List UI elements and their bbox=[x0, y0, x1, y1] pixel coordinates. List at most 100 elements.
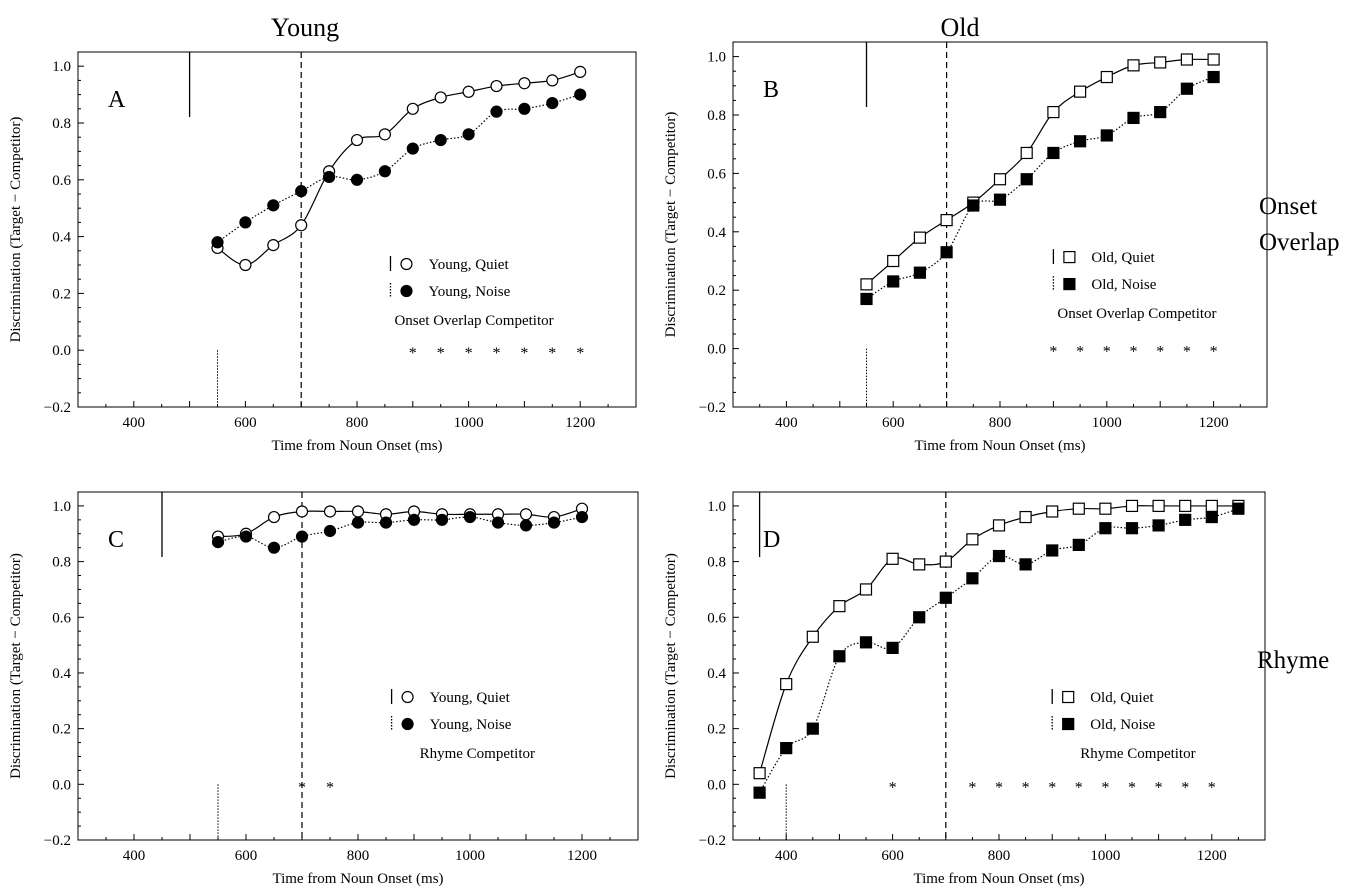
data-point bbox=[1100, 70, 1113, 84]
significance-star: * bbox=[1156, 344, 1164, 361]
legend-label: Young, Quiet bbox=[428, 257, 509, 273]
data-point bbox=[434, 91, 447, 104]
data-point bbox=[1047, 146, 1060, 160]
data-point bbox=[1100, 129, 1113, 142]
series-noise-points bbox=[860, 70, 1220, 306]
row-title-onset-overlap-line2: Overlap bbox=[1259, 229, 1340, 256]
significance-star: * bbox=[1183, 344, 1191, 361]
data-point bbox=[1073, 85, 1087, 98]
x-tick-label: 600 bbox=[882, 415, 905, 431]
data-point bbox=[239, 258, 252, 272]
row-title-onset-overlap-line1: Onset bbox=[1259, 193, 1317, 220]
significance-star: * bbox=[995, 779, 1003, 796]
data-point bbox=[323, 505, 337, 518]
y-tick-label: 0.0 bbox=[707, 342, 726, 358]
data-point bbox=[379, 516, 393, 529]
significance-star: * bbox=[1022, 779, 1030, 796]
x-tick-label: 1000 bbox=[454, 415, 484, 431]
y-tick-label: 0.4 bbox=[707, 666, 726, 682]
data-point bbox=[993, 173, 1007, 186]
data-point bbox=[350, 133, 364, 147]
series-noise-points bbox=[753, 502, 1245, 799]
data-point bbox=[323, 170, 336, 184]
significance-star: * bbox=[298, 779, 306, 796]
x-tick-label: 800 bbox=[989, 415, 1012, 431]
panel-b: 400 600 800 1000 1200 −0.2 0.0 0.2 0.4 0.6 0.8 1.0 T… bbox=[663, 41, 1268, 454]
series-noise-points bbox=[211, 510, 589, 554]
significance-star: * bbox=[520, 345, 528, 362]
panel-c: 400 600 800 1000 1200 −0.2 0.0 0.2 0.4 0.6 0.8 1.0 T… bbox=[8, 491, 639, 887]
legend-marker bbox=[1063, 277, 1076, 291]
y-tick-label: 0.2 bbox=[52, 286, 71, 302]
data-point bbox=[518, 102, 531, 115]
data-point bbox=[1072, 502, 1085, 515]
data-point bbox=[295, 530, 309, 543]
y-tick-label: 1.0 bbox=[707, 499, 726, 515]
legend-label: Old, Quiet bbox=[1090, 690, 1154, 706]
data-point bbox=[211, 536, 225, 549]
data-point bbox=[295, 185, 308, 198]
y-tick-label: 0.8 bbox=[707, 555, 726, 571]
data-point bbox=[993, 193, 1007, 206]
data-point bbox=[1099, 522, 1112, 535]
data-point bbox=[940, 214, 953, 227]
data-point bbox=[833, 650, 846, 663]
panel-a: 400 600 800 1000 1200 −0.2 0.0 0.2 0.4 0.6 0.8 1.0 T… bbox=[8, 51, 637, 454]
significance-star: * bbox=[409, 345, 417, 362]
data-point bbox=[1207, 70, 1220, 84]
data-point bbox=[546, 74, 559, 87]
panels: 400 600 800 1000 1200 −0.2 0.0 0.2 0.4 0.6 0.8 1.0 T… bbox=[8, 41, 1268, 887]
data-point bbox=[1205, 510, 1218, 524]
significance-star: * bbox=[1103, 344, 1111, 361]
significance-star: * bbox=[1075, 779, 1083, 796]
y-tick-label: 0.0 bbox=[52, 343, 71, 359]
data-point bbox=[519, 519, 533, 532]
data-point bbox=[1232, 502, 1245, 515]
panel-letter: B bbox=[763, 77, 779, 103]
y-tick-label: 0.0 bbox=[52, 777, 71, 793]
data-point bbox=[1207, 53, 1220, 66]
data-point bbox=[351, 516, 365, 529]
y-tick-label: 0.2 bbox=[707, 722, 726, 738]
legend-label: Old, Noise bbox=[1091, 277, 1156, 293]
significance-star: * bbox=[576, 345, 584, 362]
x-tick-label: 400 bbox=[775, 415, 798, 431]
data-point bbox=[574, 88, 587, 101]
data-point bbox=[1020, 146, 1033, 160]
data-point bbox=[267, 541, 281, 554]
y-axis-label: Discrimination (Target − Competitor) bbox=[663, 553, 679, 779]
x-tick-label: 1000 bbox=[1092, 415, 1122, 431]
significance-star: * bbox=[1208, 779, 1216, 796]
data-point bbox=[966, 533, 979, 546]
y-axis-label: Discrimination (Target − Competitor) bbox=[8, 553, 24, 779]
data-point bbox=[546, 97, 559, 110]
y-tick-label: 1.0 bbox=[52, 499, 71, 515]
significance-star: * bbox=[1101, 779, 1109, 796]
data-point bbox=[267, 199, 280, 212]
series-line-noise bbox=[217, 94, 581, 243]
series-line-noise bbox=[217, 516, 583, 549]
significance-star: * bbox=[326, 779, 334, 796]
data-point bbox=[940, 246, 953, 259]
y-tick-label: 1.0 bbox=[52, 59, 71, 75]
significance-star: * bbox=[1048, 779, 1056, 796]
y-tick-label: −0.2 bbox=[699, 833, 726, 849]
data-point bbox=[378, 128, 391, 141]
x-tick-label: 800 bbox=[988, 848, 1011, 864]
data-point bbox=[1179, 513, 1192, 526]
data-point bbox=[1152, 499, 1165, 513]
data-point bbox=[574, 65, 587, 78]
y-tick-label: 0.6 bbox=[707, 610, 726, 626]
y-axis-label: Discrimination (Target − Competitor) bbox=[663, 112, 679, 338]
series-noise-points bbox=[211, 88, 587, 249]
x-tick-label: 400 bbox=[123, 848, 146, 864]
data-point bbox=[350, 173, 364, 186]
data-point bbox=[753, 786, 766, 799]
data-point bbox=[1125, 499, 1139, 513]
legend-marker bbox=[1062, 690, 1075, 704]
data-point bbox=[939, 555, 952, 568]
x-tick-label: 1200 bbox=[1197, 848, 1227, 864]
x-axis-label: Time from Noun Onset (ms) bbox=[272, 871, 443, 887]
panel-d: 400 600 800 1000 1200 −0.2 0.0 0.2 0.4 0.6 0.8 1.0 T… bbox=[663, 491, 1266, 887]
legend-marker bbox=[1062, 717, 1075, 731]
